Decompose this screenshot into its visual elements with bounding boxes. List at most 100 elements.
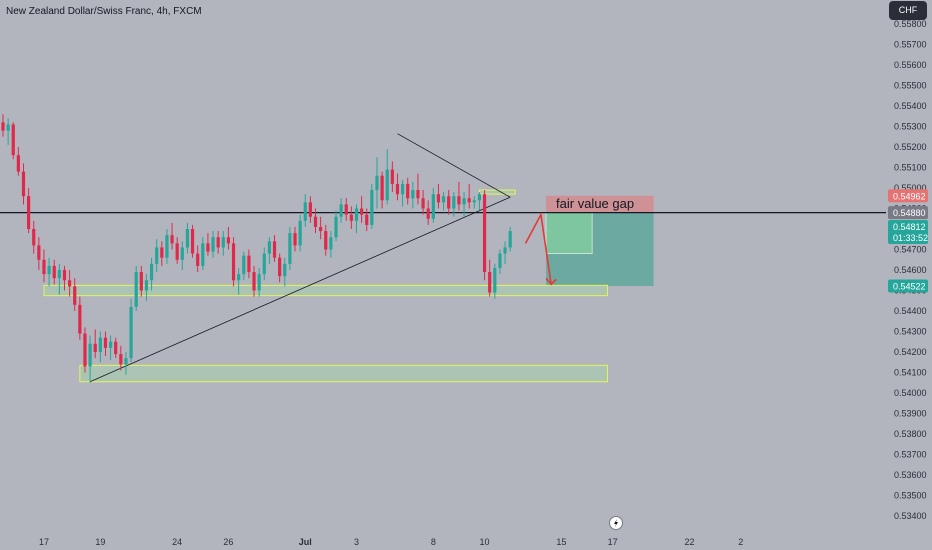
- candle-body: [406, 183, 410, 199]
- price-badge-countdown: 01:33:52: [893, 233, 928, 243]
- candle-body: [467, 198, 471, 203]
- candle-92: [472, 196, 476, 209]
- candle-body: [283, 263, 287, 277]
- candle-body: [457, 196, 461, 205]
- time-tick-label: 22: [684, 537, 694, 547]
- candle-27: [139, 265, 143, 297]
- price-badge-3: [888, 279, 928, 293]
- candle-body: [16, 155, 20, 172]
- support-zone-1: [79, 364, 609, 383]
- candle-81: [416, 173, 420, 205]
- candle-body: [365, 214, 369, 225]
- price-tick-label: 0.53800: [894, 429, 927, 439]
- candle-body: [165, 235, 169, 258]
- candle-82: [421, 190, 425, 215]
- candle-body: [375, 175, 379, 191]
- price-axis[interactable]: 0.55800 0.55700 0.55600 0.55500 0.55400 0.553…: [888, 19, 928, 521]
- candle-29: [149, 257, 154, 291]
- candle-body: [73, 286, 77, 305]
- candle-13: [67, 270, 72, 297]
- candle-94: [482, 190, 487, 281]
- candle-53: [272, 235, 277, 262]
- candle-90: [462, 192, 466, 217]
- candle-body: [493, 267, 497, 293]
- candle-37: [190, 224, 195, 258]
- candle-79: [406, 177, 410, 205]
- candle-85: [436, 183, 441, 209]
- time-tick-label: 15: [556, 537, 566, 547]
- price-tick-label: 0.55800: [894, 19, 927, 29]
- candle-body: [226, 237, 231, 244]
- candle-63: [324, 224, 328, 256]
- candle-36: [185, 222, 190, 254]
- candle-body: [93, 343, 97, 352]
- candle-60: [308, 196, 312, 223]
- price-badge-value: 0.54880: [893, 208, 926, 218]
- currency-button[interactable]: CHF: [889, 1, 927, 20]
- candle-11: [57, 263, 61, 295]
- candle-body: [272, 241, 277, 258]
- candle-body: [498, 253, 502, 268]
- price-tick-label: 0.54000: [894, 388, 927, 398]
- candle-body: [149, 263, 154, 281]
- candle-body: [344, 204, 348, 215]
- candle-33: [170, 222, 174, 250]
- candle-72: [370, 183, 374, 229]
- candle-76: [390, 161, 394, 193]
- candle-30: [155, 239, 159, 273]
- candle-body: [508, 231, 512, 248]
- candle-54: [278, 253, 282, 283]
- candle-body: [370, 190, 374, 225]
- candle-24: [124, 352, 128, 375]
- candle-body: [447, 196, 451, 209]
- candle-body: [411, 190, 415, 199]
- candle-body: [441, 196, 446, 203]
- price-tick-label: 0.55100: [894, 163, 927, 173]
- price-tick-label: 0.53900: [894, 409, 927, 419]
- candle-9: [47, 257, 51, 287]
- candle-44: [226, 226, 231, 250]
- time-axis[interactable]: 17 19 24 26 Jul 3 8 10 15 17 22 2: [39, 537, 743, 547]
- candle-body: [462, 198, 466, 205]
- candle-body: [11, 124, 15, 156]
- candle-99: [508, 226, 512, 252]
- price-tick-label: 0.55400: [894, 101, 927, 111]
- candle-34: [175, 237, 179, 264]
- candle-body: [354, 208, 359, 221]
- candle-97: [498, 249, 502, 275]
- replay-lightning-icon[interactable]: [609, 516, 623, 530]
- short-entry-zone: [545, 212, 593, 255]
- fair-value-gap-box: [546, 195, 654, 213]
- candle-body: [303, 202, 307, 221]
- candle-55: [283, 257, 287, 287]
- time-tick-label: Jul: [299, 537, 312, 547]
- candle-body: [426, 208, 430, 219]
- candle-86: [441, 192, 446, 211]
- price-badge-value: 0.54962: [893, 191, 926, 201]
- time-tick-label: 17: [39, 537, 49, 547]
- candle-body: [477, 194, 482, 201]
- candle-20: [103, 331, 108, 357]
- candle-65: [334, 210, 338, 242]
- time-tick-label: 24: [172, 537, 182, 547]
- candle-body: [360, 208, 364, 215]
- candle-body: [237, 274, 241, 281]
- candle-49: [252, 265, 256, 297]
- candle-body: [170, 235, 174, 244]
- candle-body: [144, 280, 149, 291]
- candle-body: [431, 194, 435, 219]
- candle-2: [11, 122, 15, 160]
- candle-31: [160, 241, 164, 266]
- candle-body: [190, 229, 195, 254]
- candle-67: [344, 198, 348, 221]
- price-tick-label: 0.54100: [894, 368, 927, 378]
- candle-body: [216, 237, 220, 248]
- candle-body: [37, 245, 41, 260]
- candle-15: [78, 296, 82, 340]
- candle-26: [134, 265, 138, 311]
- candle-45: [231, 237, 236, 287]
- candle-body: [416, 190, 420, 199]
- candle-80: [411, 181, 415, 209]
- price-tick-label: 0.54400: [894, 306, 927, 316]
